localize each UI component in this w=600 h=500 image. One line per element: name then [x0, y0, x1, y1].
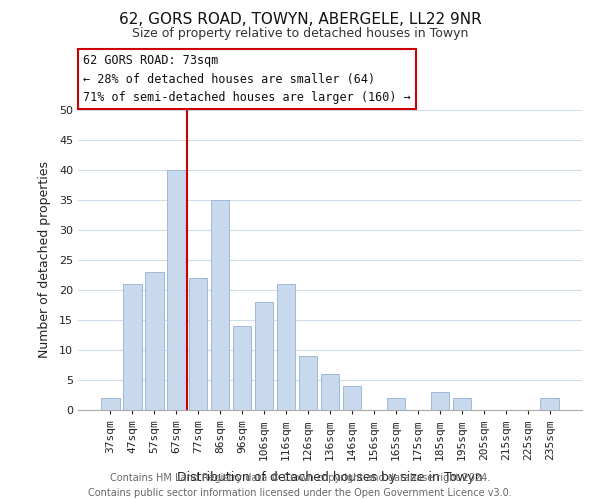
Bar: [343, 386, 361, 410]
Bar: [211, 200, 229, 410]
Bar: [233, 326, 251, 410]
X-axis label: Distribution of detached houses by size in Towyn: Distribution of detached houses by size …: [177, 470, 483, 484]
Bar: [189, 278, 208, 410]
Bar: [541, 398, 559, 410]
Text: Contains HM Land Registry data © Crown copyright and database right 2024.
Contai: Contains HM Land Registry data © Crown c…: [88, 472, 512, 498]
Bar: [101, 398, 119, 410]
Bar: [386, 398, 405, 410]
Text: Size of property relative to detached houses in Towyn: Size of property relative to detached ho…: [132, 28, 468, 40]
Y-axis label: Number of detached properties: Number of detached properties: [38, 162, 50, 358]
Bar: [277, 284, 295, 410]
Bar: [145, 272, 164, 410]
Bar: [167, 170, 185, 410]
Bar: [452, 398, 471, 410]
Bar: [320, 374, 340, 410]
Bar: [431, 392, 449, 410]
Text: 62, GORS ROAD, TOWYN, ABERGELE, LL22 9NR: 62, GORS ROAD, TOWYN, ABERGELE, LL22 9NR: [119, 12, 481, 28]
Bar: [255, 302, 274, 410]
Text: 62 GORS ROAD: 73sqm
← 28% of detached houses are smaller (64)
71% of semi-detach: 62 GORS ROAD: 73sqm ← 28% of detached ho…: [83, 54, 411, 104]
Bar: [123, 284, 142, 410]
Bar: [299, 356, 317, 410]
